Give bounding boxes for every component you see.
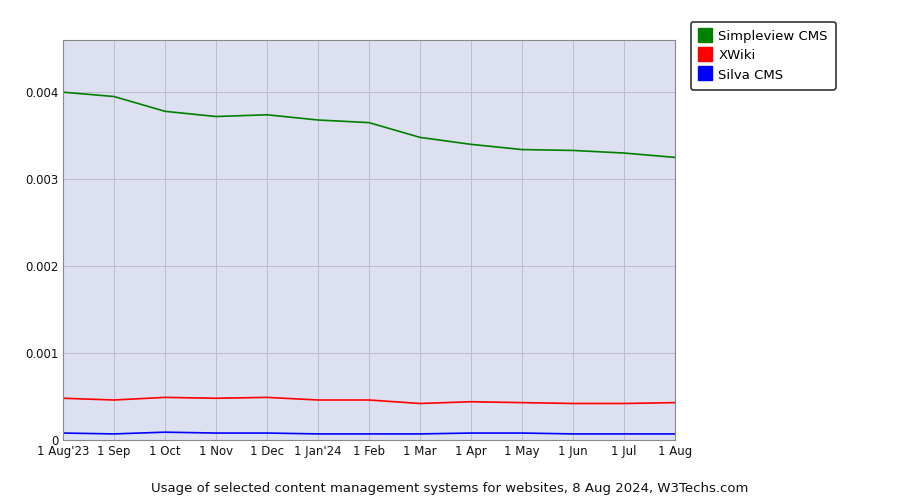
Text: Usage of selected content management systems for websites, 8 Aug 2024, W3Techs.c: Usage of selected content management sys… (151, 482, 749, 495)
Legend: Simpleview CMS, XWiki, Silva CMS: Simpleview CMS, XWiki, Silva CMS (690, 22, 836, 90)
